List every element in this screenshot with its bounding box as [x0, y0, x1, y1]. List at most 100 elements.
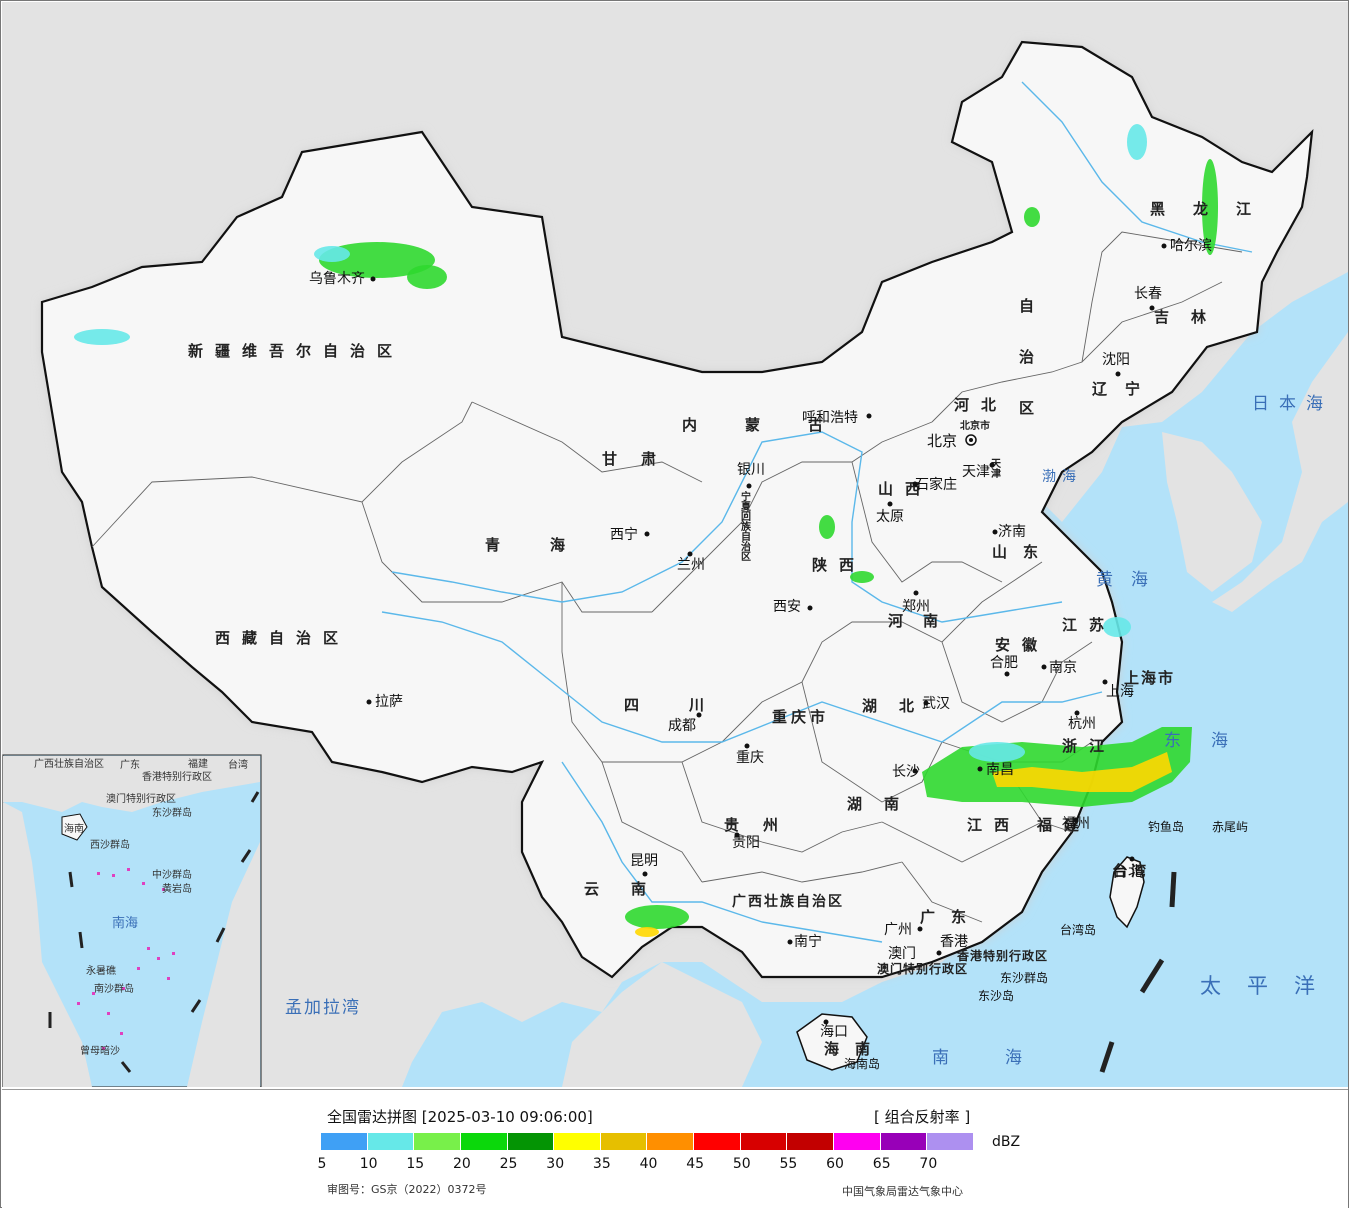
- echo-urumqi-core: [314, 246, 350, 262]
- city-label: 乌鲁木齐: [309, 271, 365, 287]
- radar-echoes: [74, 124, 1218, 937]
- provincial-borders: [91, 231, 1243, 923]
- province-label: 重庆市: [772, 708, 829, 726]
- color-swatch: [740, 1133, 788, 1150]
- city-label: 昆明: [630, 853, 658, 869]
- scale-tick-label: 55: [779, 1156, 798, 1172]
- sea-label: 日本海: [1252, 394, 1333, 414]
- city-label: 贵阳: [732, 835, 760, 851]
- city-label: 成都: [668, 718, 696, 734]
- scale-tick-label: 5: [317, 1156, 327, 1172]
- city-label: 石家庄: [915, 476, 957, 493]
- city-label: 沈阳: [1102, 352, 1130, 368]
- color-swatch: [367, 1133, 415, 1150]
- legend-title: 全国雷达拼图 [2025-03-10 09:06:00]: [327, 1108, 593, 1126]
- echo-heilongjiang: [1202, 159, 1218, 255]
- inset-label: 西沙群岛: [90, 838, 130, 851]
- province-label: 自治区: [1017, 297, 1035, 451]
- province-label: 甘肃: [602, 450, 680, 468]
- echo-urumqi-east: [407, 265, 447, 289]
- echo-inner-mongolia: [1024, 207, 1040, 227]
- province-label: 黑龙江: [1150, 200, 1279, 218]
- city-label: 拉萨: [375, 694, 403, 710]
- sea-label: 孟加拉湾: [285, 998, 361, 1018]
- city-label: 太原: [876, 509, 904, 525]
- inset-label: 海南: [64, 822, 84, 835]
- province-label: 新疆维吾尔自治区: [188, 342, 404, 360]
- province-label: 天津: [989, 458, 1001, 479]
- inset-dash-lines: [48, 791, 260, 1073]
- color-swatch: [321, 1133, 368, 1150]
- data-source: 中国气象局雷达气象中心: [842, 1185, 963, 1198]
- city-label: 北京: [927, 432, 957, 450]
- city-label: 银川: [737, 462, 765, 478]
- city-label: 广州: [884, 922, 912, 938]
- city-label: 南京: [1049, 660, 1077, 676]
- province-label: 四川: [624, 696, 754, 714]
- province-label: 西藏自治区: [215, 629, 350, 647]
- color-scale-bar: [321, 1133, 974, 1150]
- inset-label: 永暑礁: [86, 964, 116, 977]
- scale-tick-label: 60: [826, 1156, 844, 1172]
- city-label: 南昌: [986, 762, 1014, 778]
- province-label: 陕西: [812, 556, 866, 574]
- color-swatch: [880, 1133, 928, 1150]
- echo-jiangnan-light: [969, 742, 1025, 762]
- product-name: [ 组合反射率 ]: [874, 1108, 971, 1126]
- inset-label: 澳门特别行政区: [106, 792, 176, 805]
- map-area: 广西壮族自治区 广东 福建 台湾 香港特别行政区 澳门特别行政区 东沙群岛 海南…: [2, 2, 1348, 1087]
- foreign-land-indochina: [562, 962, 762, 1087]
- city-label: 重庆: [736, 750, 764, 766]
- province-label: 河南: [888, 612, 958, 630]
- sea-label: 南海: [932, 1048, 1078, 1068]
- city-label: 西宁: [610, 526, 638, 543]
- province-label: 辽宁: [1092, 380, 1158, 398]
- echo-heilongjiang-n: [1127, 124, 1147, 160]
- radar-mosaic-map: 广西壮族自治区 广东 福建 台湾 香港特别行政区 澳门特别行政区 东沙群岛 海南…: [2, 2, 1348, 1087]
- province-label: 香港特别行政区: [956, 948, 1048, 963]
- city-label: 天津: [962, 464, 990, 480]
- city-label: 济南: [998, 524, 1026, 540]
- color-scale-ticks: 5 10 15 20 25 30 35 40 45 50 55 60 65 70: [307, 1156, 1007, 1174]
- inset-label: 黄岩岛: [162, 882, 192, 895]
- island-label: 东沙岛: [978, 988, 1014, 1003]
- island-label: 海南岛: [844, 1056, 880, 1071]
- legend-panel: 全国雷达拼图 [2025-03-10 09:06:00] [ 组合反射率 ] d…: [2, 1089, 1348, 1208]
- inset-label: 广东: [120, 758, 140, 771]
- city-label: 西安: [773, 599, 801, 615]
- city-label: 福州: [1062, 816, 1090, 832]
- province-label: 澳门特别行政区: [877, 961, 968, 976]
- capital-marker-dot: [969, 438, 973, 442]
- inset-label: 曾母暗沙: [80, 1044, 120, 1057]
- province-label: 内蒙古: [682, 416, 871, 434]
- color-swatch: [927, 1133, 974, 1150]
- inset-hainan: [61, 813, 88, 841]
- city-label: 香港: [940, 934, 968, 950]
- province-label: 山西: [878, 480, 932, 498]
- city-label: 哈尔滨: [1170, 238, 1212, 254]
- sea-label: 黄海: [1096, 570, 1166, 590]
- scale-tick-label: 20: [453, 1156, 471, 1172]
- unit-label: dBZ: [992, 1134, 1021, 1150]
- inset-label: 中沙群岛: [152, 868, 192, 881]
- province-labels: 新疆维吾尔自治区 西藏自治区 青海 甘肃 内蒙古 黑龙江 吉林 辽宁 河北 山西…: [188, 200, 1279, 1058]
- island-label: 钓鱼岛: [1148, 819, 1184, 834]
- sea-label: 东海: [1164, 731, 1258, 751]
- city-label: 郑州: [902, 599, 930, 615]
- nine-dash-line: [1099, 871, 1177, 1073]
- province-label: 江苏: [1062, 616, 1116, 634]
- hainan-island: [796, 1013, 868, 1071]
- scale-tick-label: 10: [359, 1156, 378, 1172]
- province-label: 云南: [584, 880, 678, 898]
- color-swatch: [507, 1133, 555, 1150]
- scale-tick-label: 25: [499, 1156, 518, 1172]
- scale-tick-label: 45: [686, 1156, 705, 1172]
- province-label: 湖南: [847, 795, 921, 813]
- scale-tick-label: 35: [592, 1156, 611, 1172]
- city-label: 呼和浩特: [802, 410, 858, 426]
- inset-islands: [77, 868, 175, 1050]
- inset-label: 南海: [112, 915, 138, 931]
- city-label: 合肥: [990, 655, 1018, 671]
- city-label: 南宁: [794, 933, 822, 950]
- foreign-land-korea: [1162, 432, 1262, 592]
